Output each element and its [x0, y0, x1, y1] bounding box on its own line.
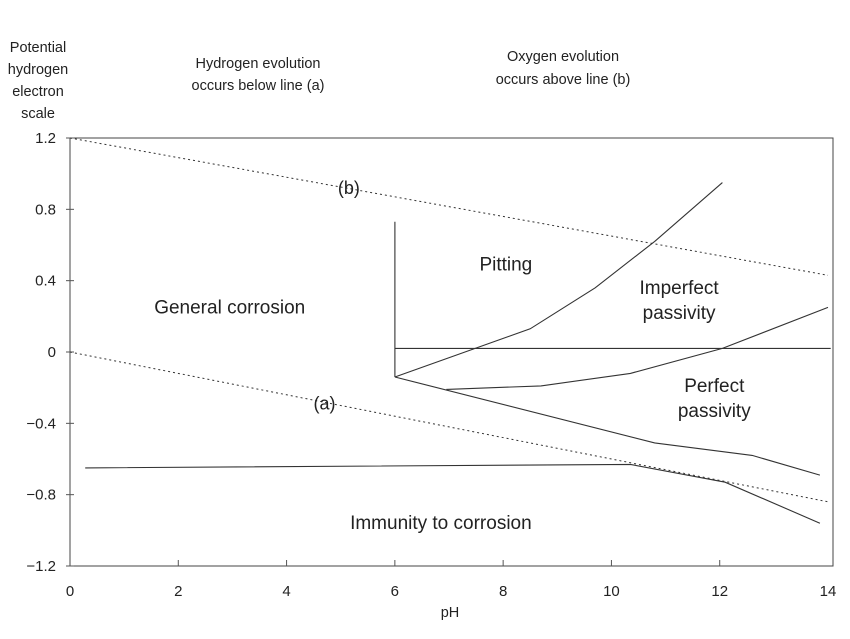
x-tick-label: 6	[391, 583, 399, 600]
annotation-general-corrosion: General corrosion	[154, 297, 305, 318]
y-tick-label: −0.4	[26, 415, 56, 432]
y-axis-label-line: scale	[21, 106, 55, 122]
y-tick-label: −1.2	[26, 558, 56, 575]
series-passivity-lower-boundary	[394, 376, 821, 476]
y-tick-label: 1.2	[35, 130, 56, 147]
plot-frame	[69, 137, 834, 567]
oxygen-note: occurs above line (b)	[496, 72, 631, 88]
x-tick-label: 10	[603, 583, 620, 600]
y-axis-label-line: Potential	[10, 40, 66, 56]
annotations: (b) (a) General corrosion Pitting Imperfect p…	[154, 178, 751, 534]
x-tick-label: 2	[174, 583, 182, 600]
series-immunity-boundary	[85, 463, 821, 524]
annotation-perfect: Perfect	[684, 376, 745, 397]
y-tick-label: 0.8	[35, 201, 56, 218]
x-tick-label: 12	[711, 583, 728, 600]
annotation-pitting: Pitting	[479, 255, 532, 276]
x-tick-label: 8	[499, 583, 507, 600]
x-axis-label: pH	[441, 605, 460, 621]
annotation-b: (b)	[338, 178, 360, 198]
hydrogen-note: Hydrogen evolution	[196, 56, 321, 72]
y-tick-label: −0.8	[26, 487, 56, 504]
y-axis-label-line: hydrogen	[8, 62, 68, 78]
y-tick-label: 0	[48, 344, 56, 361]
annotation-imperfect: Imperfect	[640, 278, 720, 299]
annotation-passivity: passivity	[643, 303, 716, 324]
oxygen-note: Oxygen evolution	[507, 49, 619, 65]
y-axis-label-line: electron	[12, 84, 64, 100]
series-pitting-imperfect-passivity-boundary	[394, 182, 723, 378]
axis-ticks: 0 2 4 6 8 10 12 14 1.2 0.8 0.4 0 −0.4 −0.8 −1.2	[26, 130, 836, 600]
chart-header: Potential hydrogen electron scale Hydrog…	[8, 40, 631, 122]
series-imperfect-perfect-passivity-boundary	[446, 306, 829, 390]
annotation-immunity-to-corrosion: Immunity to corrosion	[350, 513, 532, 534]
series-line-b-	[69, 137, 829, 276]
y-tick-label: 0.4	[35, 273, 56, 290]
x-tick-label: 14	[820, 583, 837, 600]
x-tick-label: 4	[282, 583, 290, 600]
annotation-passivity: passivity	[678, 401, 751, 422]
series-line-a-	[69, 351, 829, 503]
annotation-a: (a)	[313, 394, 335, 414]
x-tick-label: 0	[66, 583, 74, 600]
hydrogen-note: occurs below line (a)	[192, 78, 325, 94]
series-lines	[69, 137, 831, 524]
